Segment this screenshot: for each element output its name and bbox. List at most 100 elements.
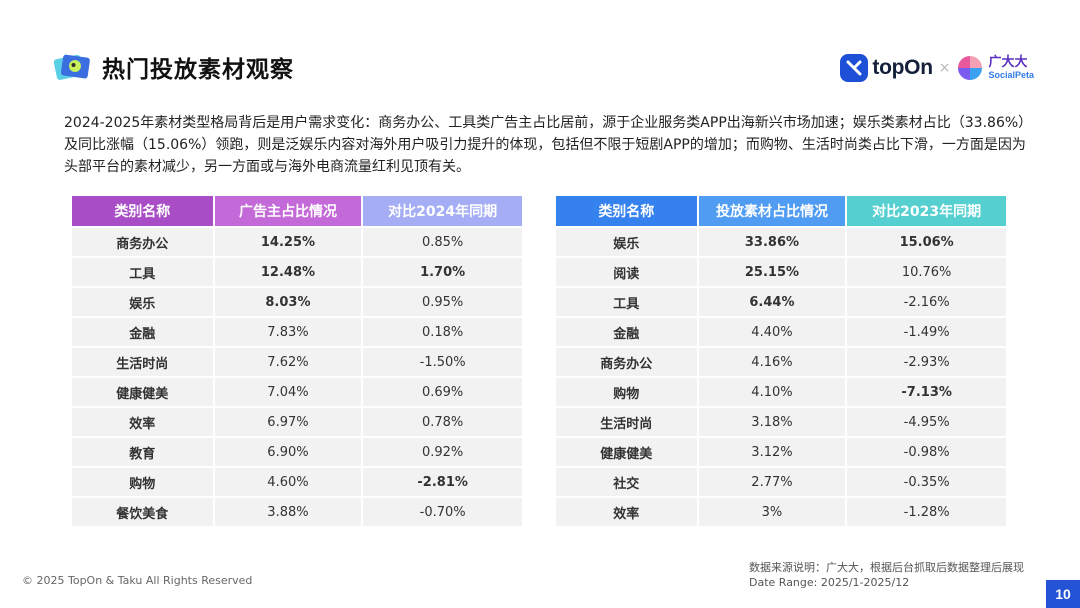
socialpeta-en-name: SocialPeta	[988, 70, 1034, 80]
category-name: 商务办公	[72, 228, 213, 256]
change-value: -2.16%	[847, 288, 1006, 316]
category-name: 生活时尚	[72, 348, 213, 376]
category-name: 生活时尚	[556, 408, 697, 436]
column-header: 对比2024年同期	[363, 196, 522, 226]
change-value: -0.70%	[363, 498, 522, 526]
source-description: 数据来源说明：广大大，根据后台抓取后数据整理后展现	[749, 561, 1024, 574]
media-icon	[52, 50, 92, 84]
table-row: 金融 4.40% -1.49%	[556, 318, 1006, 346]
share-value: 6.90%	[214, 438, 362, 466]
category-name: 社交	[556, 468, 697, 496]
column-header: 广告主占比情况	[214, 196, 362, 226]
change-value: 1.70%	[363, 258, 522, 286]
share-value: 3.12%	[698, 438, 846, 466]
share-value: 4.40%	[698, 318, 846, 346]
category-name: 教育	[72, 438, 213, 466]
creative-share-table: 类别名称 投放素材占比情况 对比2023年同期 娱乐 33.86% 15.06%…	[554, 194, 1008, 528]
table-row: 教育 6.90% 0.92%	[72, 438, 522, 466]
category-name: 购物	[72, 468, 213, 496]
change-value: 15.06%	[847, 228, 1006, 256]
share-value: 3.88%	[214, 498, 362, 526]
date-range: Date Range: 2025/1-2025/12	[749, 576, 910, 589]
category-name: 健康健美	[72, 378, 213, 406]
change-value: -0.98%	[847, 438, 1006, 466]
share-value: 3%	[698, 498, 846, 526]
table-row: 工具 6.44% -2.16%	[556, 288, 1006, 316]
share-value: 4.16%	[698, 348, 846, 376]
category-name: 娱乐	[556, 228, 697, 256]
advertiser-share-table: 类别名称 广告主占比情况 对比2024年同期 商务办公 14.25% 0.85%…	[70, 194, 524, 528]
table-row: 商务办公 14.25% 0.85%	[72, 228, 522, 256]
category-name: 商务办公	[556, 348, 697, 376]
table-row: 社交 2.77% -0.35%	[556, 468, 1006, 496]
share-value: 7.04%	[214, 378, 362, 406]
table-row: 生活时尚 3.18% -4.95%	[556, 408, 1006, 436]
category-name: 餐饮美食	[72, 498, 213, 526]
table-row: 娱乐 33.86% 15.06%	[556, 228, 1006, 256]
category-name: 金融	[72, 318, 213, 346]
socialpeta-cn-name: 广大大	[988, 55, 1028, 70]
table-row: 工具 12.48% 1.70%	[72, 258, 522, 286]
share-value: 25.15%	[698, 258, 846, 286]
share-value: 6.44%	[698, 288, 846, 316]
category-name: 金融	[556, 318, 697, 346]
topon-logo-text: topOn	[872, 56, 933, 79]
change-value: -1.49%	[847, 318, 1006, 346]
logo-separator: ×	[938, 60, 951, 76]
share-value: 33.86%	[698, 228, 846, 256]
change-value: 0.69%	[363, 378, 522, 406]
socialpeta-logo-icon	[956, 54, 984, 82]
column-header: 投放素材占比情况	[698, 196, 846, 226]
category-name: 工具	[556, 288, 697, 316]
column-header: 对比2023年同期	[847, 196, 1006, 226]
share-value: 4.60%	[214, 468, 362, 496]
data-source-note: 数据来源说明：广大大，根据后台抓取后数据整理后展现 Date Range: 20…	[749, 560, 1024, 590]
copyright: © 2025 TopOn & Taku All Rights Reserved	[22, 574, 253, 587]
share-value: 2.77%	[698, 468, 846, 496]
change-value: 0.92%	[363, 438, 522, 466]
table-row: 健康健美 3.12% -0.98%	[556, 438, 1006, 466]
category-name: 工具	[72, 258, 213, 286]
category-name: 健康健美	[556, 438, 697, 466]
share-value: 14.25%	[214, 228, 362, 256]
table-row: 商务办公 4.16% -2.93%	[556, 348, 1006, 376]
change-value: 0.95%	[363, 288, 522, 316]
change-value: -7.13%	[847, 378, 1006, 406]
brand-logos: topOn × 广大大 SocialPeta	[840, 52, 1034, 84]
table-row: 生活时尚 7.62% -1.50%	[72, 348, 522, 376]
change-value: -2.93%	[847, 348, 1006, 376]
column-header: 类别名称	[72, 196, 213, 226]
change-value: 0.78%	[363, 408, 522, 436]
table-row: 餐饮美食 3.88% -0.70%	[72, 498, 522, 526]
table-row: 效率 6.97% 0.78%	[72, 408, 522, 436]
change-value: -0.35%	[847, 468, 1006, 496]
change-value: 0.18%	[363, 318, 522, 346]
change-value: 10.76%	[847, 258, 1006, 286]
change-value: 0.85%	[363, 228, 522, 256]
share-value: 6.97%	[214, 408, 362, 436]
share-value: 7.83%	[214, 318, 362, 346]
change-value: -1.50%	[363, 348, 522, 376]
change-value: -1.28%	[847, 498, 1006, 526]
share-value: 3.18%	[698, 408, 846, 436]
table-row: 健康健美 7.04% 0.69%	[72, 378, 522, 406]
share-value: 12.48%	[214, 258, 362, 286]
change-value: -4.95%	[847, 408, 1006, 436]
category-name: 效率	[72, 408, 213, 436]
category-name: 娱乐	[72, 288, 213, 316]
category-name: 阅读	[556, 258, 697, 286]
table-row: 效率 3% -1.28%	[556, 498, 1006, 526]
intro-paragraph: 2024-2025年素材类型格局背后是用户需求变化：商务办公、工具类广告主占比居…	[64, 115, 1026, 175]
page-title: 热门投放素材观察	[102, 57, 294, 83]
share-value: 7.62%	[214, 348, 362, 376]
share-value: 4.10%	[698, 378, 846, 406]
table-row: 娱乐 8.03% 0.95%	[72, 288, 522, 316]
table-row: 阅读 25.15% 10.76%	[556, 258, 1006, 286]
share-value: 8.03%	[214, 288, 362, 316]
table-header-row: 类别名称 广告主占比情况 对比2024年同期	[72, 196, 522, 226]
column-header: 类别名称	[556, 196, 697, 226]
page-header: 热门投放素材观察	[52, 46, 294, 88]
category-name: 效率	[556, 498, 697, 526]
category-name: 购物	[556, 378, 697, 406]
change-value: -2.81%	[363, 468, 522, 496]
